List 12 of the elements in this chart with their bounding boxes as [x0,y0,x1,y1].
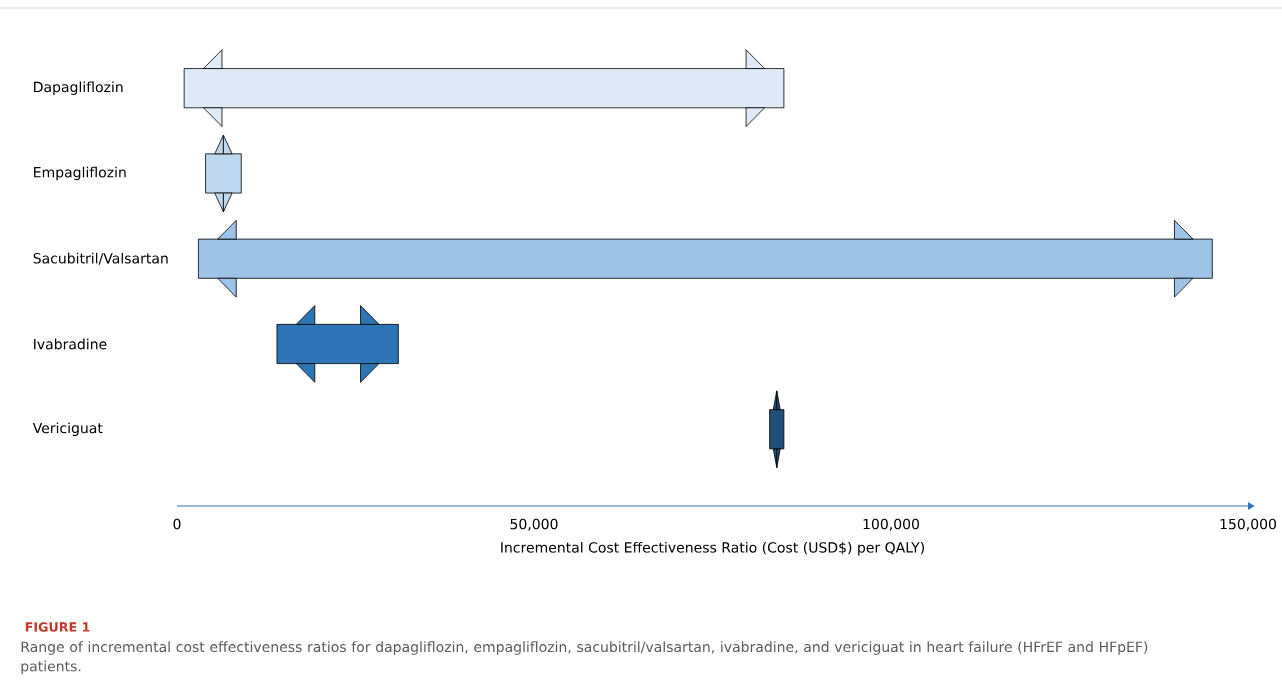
x-tick-label: 100,000 [863,518,919,531]
text: Range of incremental cost effectiveness ratios for dapagliflozin, empagliflozin, sacubitril/valsartan, ivabradine, and vericiguat in heart failure (HFrEF and HFpEF) patients. [21,641,1148,675]
y-tick-label: Empagliflozin [34,166,126,181]
x-tick-label: 0 [173,518,181,530]
x-axis-title: Incremental Cost Effectiveness Ratio (Cost (USD$) per QALY) [501,541,924,556]
y-tick-label: Ivabradine [34,338,107,350]
y-tick-label: Sacubitril/Valsartan [33,252,168,265]
y-tick-label: Dapagliflozin [34,81,123,95]
x-tick-label: 150,000 [1220,518,1276,531]
x-tick-label: 50,000 [510,518,558,531]
y-tick-label: Vericiguat [32,422,103,437]
text: FIGURE 1 [25,622,90,632]
